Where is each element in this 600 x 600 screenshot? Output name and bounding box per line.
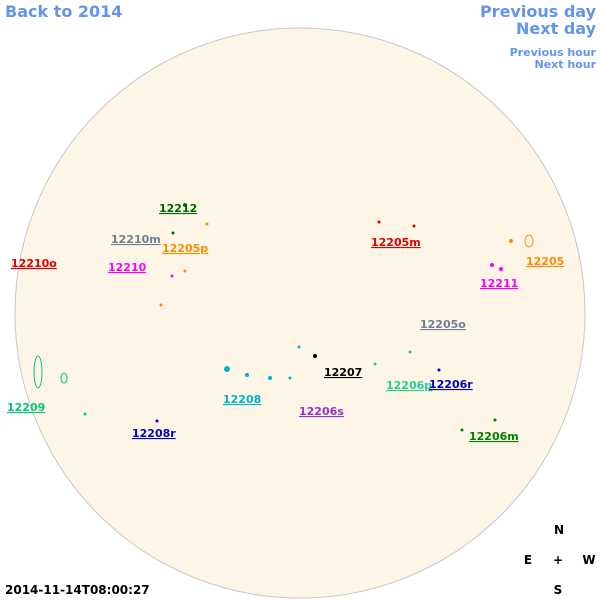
sunspot	[412, 224, 416, 228]
sunspot	[437, 368, 441, 372]
region-label[interactable]: 12205o	[420, 318, 466, 331]
sunspot	[170, 274, 174, 278]
solar-disk	[14, 27, 586, 599]
region-label[interactable]: 12210m	[111, 233, 161, 246]
sunspot	[460, 428, 464, 432]
sunspot	[493, 418, 497, 422]
sunspot	[499, 267, 503, 271]
sunspot	[245, 373, 249, 377]
compass-south: S	[554, 583, 563, 597]
region-label[interactable]: 12210o	[11, 257, 57, 270]
next-day-link[interactable]: Next day	[516, 19, 597, 38]
compass-east: E	[524, 553, 532, 567]
sunspot	[408, 350, 412, 354]
next-hour-link[interactable]: Next hour	[535, 58, 597, 71]
compass-north: N	[554, 523, 564, 537]
sunspot	[83, 412, 87, 416]
previous-hour-link[interactable]: Previous hour	[510, 46, 597, 59]
sunspot	[183, 203, 187, 207]
sunspot	[183, 269, 187, 273]
sunspot	[373, 362, 377, 366]
sunspot	[490, 263, 494, 267]
region-label[interactable]: 12205m	[371, 236, 421, 249]
compass-west: W	[582, 553, 595, 567]
timestamp: 2014-11-14T08:00:27	[5, 583, 150, 597]
sunspot	[60, 372, 68, 384]
region-label[interactable]: 12206r	[429, 378, 473, 391]
region-label[interactable]: 12206s	[299, 405, 344, 418]
sunspot	[288, 376, 292, 380]
region-label[interactable]: 12210	[108, 261, 147, 274]
sunspot	[155, 419, 159, 423]
region-label[interactable]: 12207	[324, 366, 362, 379]
back-link[interactable]: Back to 2014	[5, 2, 122, 21]
sunspot	[313, 354, 317, 358]
sunspot	[171, 231, 175, 235]
sunspot	[205, 222, 209, 226]
region-label[interactable]: 12206m	[469, 430, 519, 443]
previous-day-link[interactable]: Previous day	[480, 2, 597, 21]
sunspot	[33, 355, 43, 389]
sunspot	[509, 239, 513, 243]
sunspots	[33, 203, 534, 432]
compass-center: +	[553, 553, 563, 567]
sunspot	[297, 345, 301, 349]
region-label[interactable]: 12206p	[386, 379, 432, 392]
sunspot	[524, 234, 534, 248]
region-label[interactable]: 12209	[7, 401, 45, 414]
sunspot	[159, 303, 163, 307]
region-label[interactable]: 12208r	[132, 427, 176, 440]
region-label[interactable]: 12205p	[162, 242, 208, 255]
sunspot	[224, 366, 230, 372]
region-label[interactable]: 12208	[223, 393, 261, 406]
sunspot	[268, 376, 272, 380]
sunspot	[377, 220, 381, 224]
region-label[interactable]: 12212	[159, 202, 197, 215]
region-label[interactable]: 12205	[526, 255, 564, 268]
region-label[interactable]: 12211	[480, 277, 518, 290]
